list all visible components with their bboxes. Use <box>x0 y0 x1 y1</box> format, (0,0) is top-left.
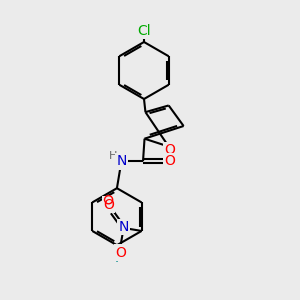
Text: O: O <box>165 154 176 168</box>
Text: O: O <box>103 198 114 212</box>
Text: F: F <box>114 251 122 265</box>
Text: Cl: Cl <box>137 24 151 38</box>
Text: O: O <box>115 246 126 260</box>
Text: N: N <box>118 220 129 234</box>
Text: O: O <box>165 143 176 157</box>
Text: H: H <box>109 151 117 161</box>
Text: N: N <box>116 154 127 168</box>
